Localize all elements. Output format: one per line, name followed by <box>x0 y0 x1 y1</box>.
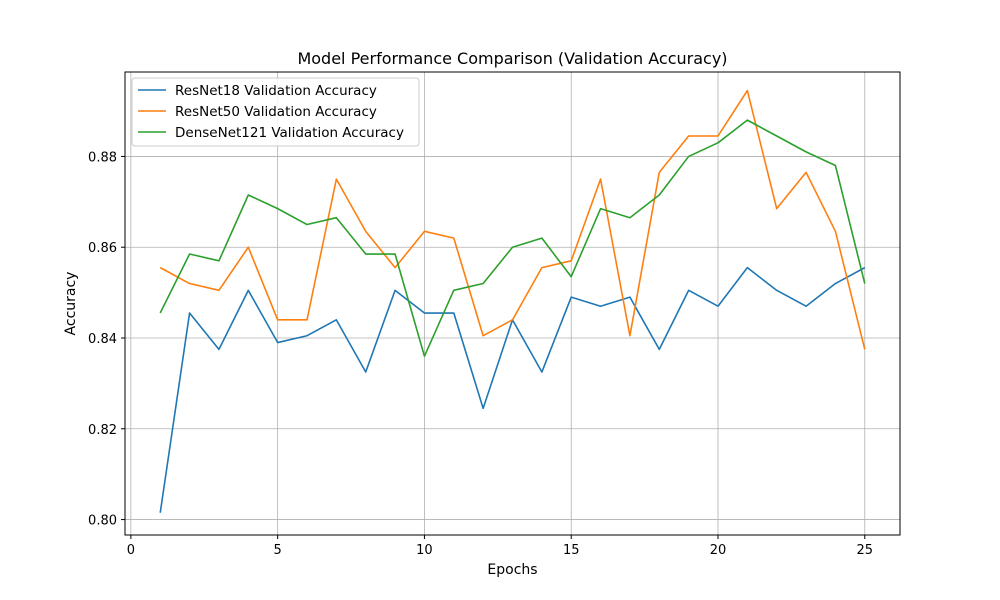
axis-ticks: 0 5 10 15 20 25 0.80 0.82 0.84 0.86 0.88 <box>88 150 873 558</box>
x-tick-label: 5 <box>274 543 282 558</box>
y-tick-label: 0.86 <box>88 241 117 256</box>
chart-title: Model Performance Comparison (Validation… <box>297 49 727 68</box>
legend-entry-label: ResNet18 Validation Accuracy <box>175 83 377 99</box>
series-line-3 <box>159 119 866 357</box>
y-tick-label: 0.82 <box>88 423 117 438</box>
y-axis-label: Accuracy <box>63 272 79 336</box>
series-lines <box>159 89 866 513</box>
x-tick-label: 0 <box>127 543 135 558</box>
legend-entry-label: ResNet50 Validation Accuracy <box>175 104 377 120</box>
x-tick-label: 10 <box>416 543 433 558</box>
series-line-2 <box>159 89 866 350</box>
x-tick-label: 25 <box>856 543 873 558</box>
legend: ResNet18 Validation Accuracy ResNet50 Val… <box>131 77 420 147</box>
x-tick-label: 15 <box>563 543 580 558</box>
y-tick-label: 0.88 <box>88 150 117 165</box>
legend-entry-label: DenseNet121 Validation Accuracy <box>175 125 404 141</box>
x-tick-label: 20 <box>710 543 727 558</box>
y-tick-label: 0.80 <box>88 514 117 529</box>
x-axis-label: Epochs <box>487 562 537 578</box>
legend-box <box>131 77 420 147</box>
y-tick-label: 0.84 <box>88 332 117 347</box>
plot-frame <box>124 71 901 536</box>
